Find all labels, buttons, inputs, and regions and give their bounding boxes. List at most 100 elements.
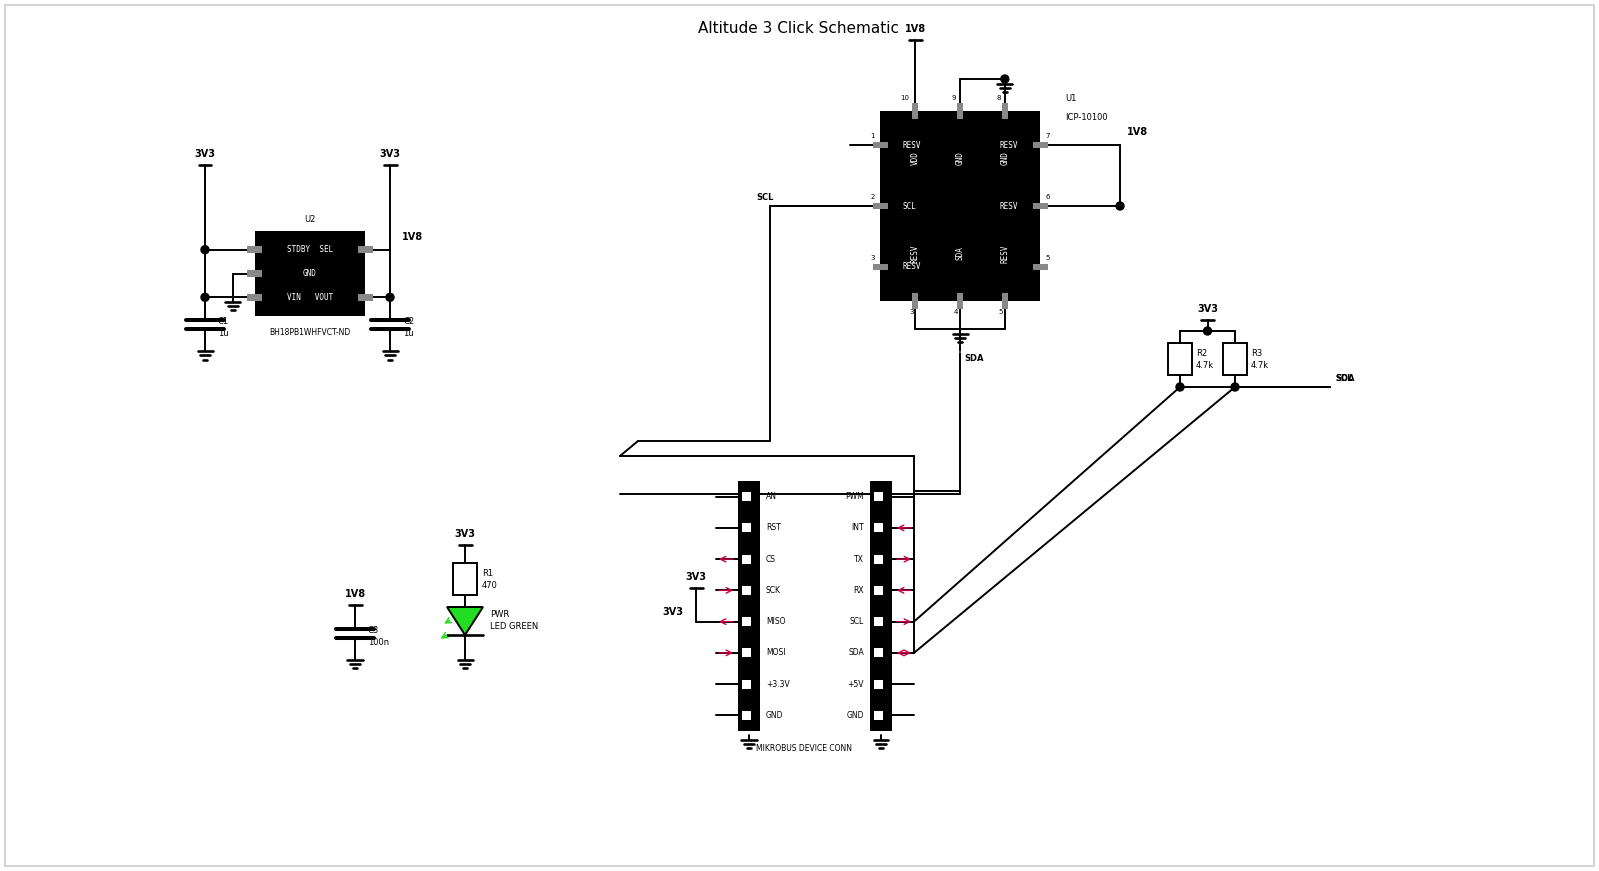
Text: C2: C2 <box>403 317 414 326</box>
Bar <box>875 492 883 501</box>
Bar <box>1167 343 1191 375</box>
Text: GND: GND <box>304 269 317 278</box>
Bar <box>742 492 752 501</box>
Bar <box>1033 142 1047 148</box>
Bar <box>1033 203 1047 209</box>
Bar <box>875 711 883 719</box>
Text: 1V8: 1V8 <box>905 24 926 33</box>
Text: STDBY  SEL: STDBY SEL <box>286 246 333 254</box>
Text: 4: 4 <box>955 309 958 315</box>
Bar <box>875 555 883 564</box>
Text: 3: 3 <box>908 309 913 315</box>
Text: 5: 5 <box>353 240 357 246</box>
Bar <box>1033 264 1047 270</box>
Bar <box>911 104 918 118</box>
Bar <box>742 679 752 689</box>
Bar <box>248 294 262 300</box>
Text: MISO: MISO <box>766 618 785 626</box>
Text: PWR: PWR <box>489 610 508 618</box>
Bar <box>875 648 883 658</box>
Text: +5V: +5V <box>847 679 863 689</box>
Text: 3V3: 3V3 <box>662 606 683 617</box>
Bar <box>956 104 963 118</box>
Text: 3V3: 3V3 <box>454 529 475 538</box>
Bar <box>358 294 373 300</box>
Text: SDA: SDA <box>956 246 964 260</box>
Bar <box>742 523 752 532</box>
Bar <box>1223 343 1247 375</box>
Text: VDD: VDD <box>911 152 919 165</box>
Text: SDA: SDA <box>1335 374 1354 383</box>
Text: SCK: SCK <box>766 586 780 595</box>
Text: 1: 1 <box>870 133 875 139</box>
Text: MOSI: MOSI <box>766 648 785 658</box>
Circle shape <box>1001 75 1009 83</box>
Text: SCL: SCL <box>902 201 916 211</box>
Text: 3V3: 3V3 <box>686 572 707 582</box>
Text: RESV: RESV <box>999 141 1019 150</box>
Bar <box>873 203 887 209</box>
Bar <box>742 586 752 595</box>
Text: 3: 3 <box>262 287 267 294</box>
Text: 9: 9 <box>951 95 956 101</box>
Text: 1V8: 1V8 <box>401 232 424 241</box>
Bar <box>875 679 883 689</box>
Text: INT: INT <box>851 523 863 532</box>
Text: 10: 10 <box>900 95 910 101</box>
Text: RST: RST <box>766 523 780 532</box>
Text: GND: GND <box>1001 152 1009 165</box>
Text: 4: 4 <box>353 287 357 294</box>
Text: U1: U1 <box>1065 94 1076 103</box>
Text: AN: AN <box>766 492 777 501</box>
Text: RESV: RESV <box>902 262 921 271</box>
Circle shape <box>385 294 393 301</box>
Text: 6: 6 <box>1046 194 1049 200</box>
Text: 1u: 1u <box>217 328 229 338</box>
Circle shape <box>1231 383 1239 391</box>
Text: PWM: PWM <box>846 492 863 501</box>
Bar <box>742 648 752 658</box>
Text: R1: R1 <box>481 569 492 577</box>
Text: LED GREEN: LED GREEN <box>489 622 539 631</box>
Text: RESV: RESV <box>1001 244 1009 263</box>
Text: +3.3V: +3.3V <box>766 679 790 689</box>
Text: 1V8: 1V8 <box>344 589 366 598</box>
Circle shape <box>201 246 209 253</box>
Text: 470: 470 <box>481 580 497 590</box>
Text: 4.7k: 4.7k <box>1196 361 1214 369</box>
Bar <box>875 523 883 532</box>
Bar <box>875 586 883 595</box>
Bar <box>873 264 887 270</box>
Circle shape <box>1116 202 1124 210</box>
Bar <box>1001 104 1007 118</box>
Polygon shape <box>448 607 483 635</box>
Text: GND: GND <box>846 711 863 719</box>
Bar <box>742 618 752 626</box>
Bar <box>911 294 918 308</box>
Text: BH18PB1WHFVCT-ND: BH18PB1WHFVCT-ND <box>269 328 350 337</box>
Text: 1u: 1u <box>403 328 414 338</box>
Text: VIN   VOUT: VIN VOUT <box>286 293 333 301</box>
Text: 5: 5 <box>999 309 1003 315</box>
Bar <box>358 246 373 253</box>
Bar <box>248 246 262 253</box>
Text: U2: U2 <box>304 215 315 224</box>
Text: 7: 7 <box>1046 133 1049 139</box>
Bar <box>254 231 365 316</box>
Bar <box>956 294 963 308</box>
Text: 3V3: 3V3 <box>195 148 216 159</box>
Text: RX: RX <box>854 586 863 595</box>
Text: GND: GND <box>766 711 784 719</box>
Text: 2: 2 <box>870 194 875 200</box>
Text: 100n: 100n <box>368 638 389 646</box>
Bar <box>879 111 1039 301</box>
Text: R2: R2 <box>1196 348 1207 357</box>
Text: RESV: RESV <box>999 201 1019 211</box>
Bar <box>739 481 760 731</box>
Text: Altitude 3 Click Schematic: Altitude 3 Click Schematic <box>699 21 900 36</box>
Text: 5: 5 <box>1046 255 1049 260</box>
Text: 8: 8 <box>996 95 1001 101</box>
Text: RESV: RESV <box>911 244 919 263</box>
Bar <box>870 481 892 731</box>
Text: 1V8: 1V8 <box>1127 127 1148 138</box>
